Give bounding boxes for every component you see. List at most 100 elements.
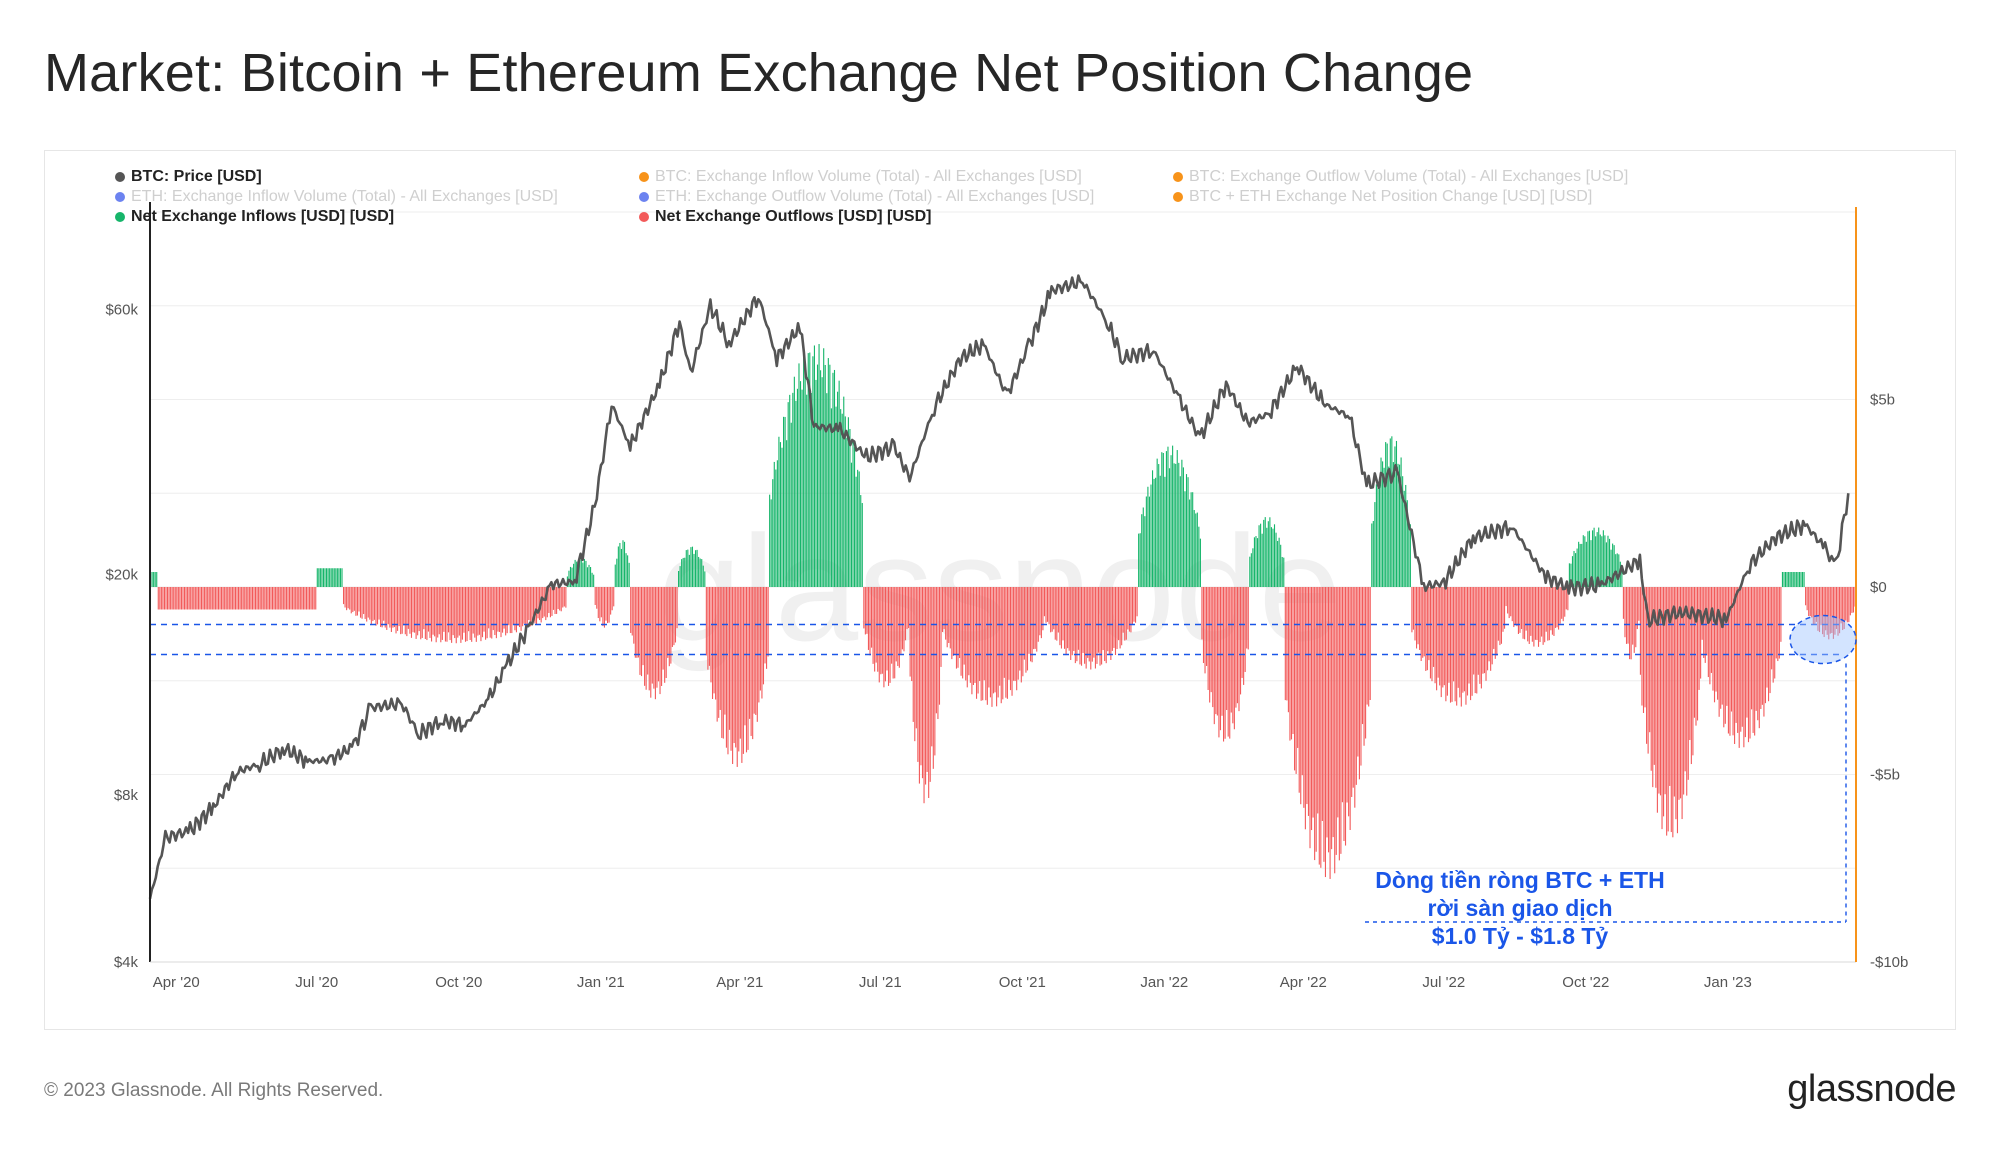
legend-item[interactable]: BTC: Exchange Inflow Volume (Total) - Al… [639,168,1082,186]
inflow-bar [1269,517,1271,587]
legend-label: ETH: Exchange Outflow Volume (Total) - A… [655,188,1095,205]
outflow-bar [1440,587,1442,698]
outflow-bar [1483,587,1486,674]
outflow-bar [1740,587,1742,732]
inflow-bar [1267,521,1269,587]
outflow-bar [1642,587,1645,713]
outflow-bar [1331,587,1333,850]
outflow-bar [464,587,467,642]
inflow-bar [588,564,590,587]
outflow-bar [1473,587,1475,675]
outflow-bar [1720,587,1722,709]
brand-logo[interactable]: glassnode [1787,1068,1956,1110]
outflow-bar [1664,587,1666,795]
legend-item[interactable]: BTC: Price [USD] [115,168,262,186]
outflow-bar [1318,587,1320,865]
outflow-bar [1355,587,1357,785]
outflow-bar [213,587,215,610]
outflow-bar [1218,587,1220,738]
outflow-bar [934,587,936,756]
inflow-bar [812,356,814,587]
inflow-bar [816,364,819,587]
inflow-bar [617,546,619,587]
outflow-bar [1332,587,1334,838]
outflow-bar [954,587,956,655]
outflow-bar [1056,587,1058,641]
outflow-bar [1236,587,1239,704]
outflow-bar [489,587,491,638]
outflow-bar [1724,587,1726,724]
outflow-bar [1462,587,1464,693]
inflow-bar [1181,459,1183,587]
outflow-bar [253,587,255,610]
outflow-bar [665,587,667,678]
inflow-bar [573,563,575,587]
inflow-bar [803,355,805,587]
outflow-bar [1684,587,1686,772]
outflow-bar [674,587,677,643]
inflow-bar [580,559,582,587]
outflow-bar [443,587,445,632]
inflow-bar [793,376,795,587]
legend-item[interactable]: Net Exchange Inflows [USD] [USD] [115,208,394,226]
outflow-bar [508,587,510,626]
outflow-bar [1752,587,1754,733]
outflow-bar [1080,587,1083,666]
outflow-bar [1419,587,1421,650]
outflow-bar [1116,587,1118,649]
outflow-bar [1840,587,1842,624]
net-position-bars [150,343,1856,879]
outflow-bar [390,587,392,632]
outflow-bar [200,587,203,610]
outflow-bar [1105,587,1107,664]
outflow-bar [1687,587,1689,780]
inflow-bar [1170,455,1172,587]
outflow-bar [281,587,283,610]
inflow-bar [1789,572,1791,587]
outflow-bar [557,587,559,610]
outflow-bar [542,587,544,619]
outflow-bar [502,587,504,633]
inflow-bar [807,353,809,587]
outflow-bar [446,587,448,642]
outflow-bar [188,587,190,610]
inflow-bar [795,400,797,587]
outflow-bar [1670,587,1672,833]
outflow-bar [455,587,457,644]
outflow-bar [387,587,389,625]
legend-item[interactable]: ETH: Exchange Outflow Volume (Total) - A… [639,188,1094,206]
outflow-bar [1045,587,1047,623]
legend-item[interactable]: Net Exchange Outflows [USD] [USD] [639,208,931,226]
outflow-bar [290,587,292,610]
outflow-bar [1530,587,1532,636]
outflow-bar [471,587,473,642]
outflow-bar [659,587,661,695]
inflow-bar [1196,512,1198,587]
outflow-bar [1287,587,1289,713]
legend-item[interactable]: BTC: Exchange Outflow Volume (Total) - A… [1173,168,1628,186]
outflow-bar [1329,587,1331,879]
inflow-bar [684,557,686,587]
outflow-bar [1235,587,1237,708]
outflow-bar [548,587,550,614]
outflow-bar [1723,587,1725,728]
outflow-bar [1360,587,1362,766]
outflow-bar [438,587,440,635]
x-tick-label: Oct '22 [1562,974,1609,991]
outflow-bar [1442,587,1444,688]
outflow-bar [244,587,246,610]
outflow-bar [1067,587,1069,649]
legend-item[interactable]: ETH: Exchange Inflow Volume (Total) - Al… [115,188,558,206]
outflow-bar [1493,587,1495,649]
outflow-bar [1051,587,1053,632]
inflow-bar [1588,530,1591,587]
outflow-bar [747,587,749,750]
outflow-bar [1766,587,1768,688]
outflow-bar [1213,587,1215,725]
outflow-bar [1246,587,1248,649]
legend-dot [115,192,125,202]
outflow-bar [1746,587,1748,718]
legend-item[interactable]: BTC + ETH Exchange Net Position Change [… [1173,188,1592,206]
outflow-bar [1680,587,1682,799]
